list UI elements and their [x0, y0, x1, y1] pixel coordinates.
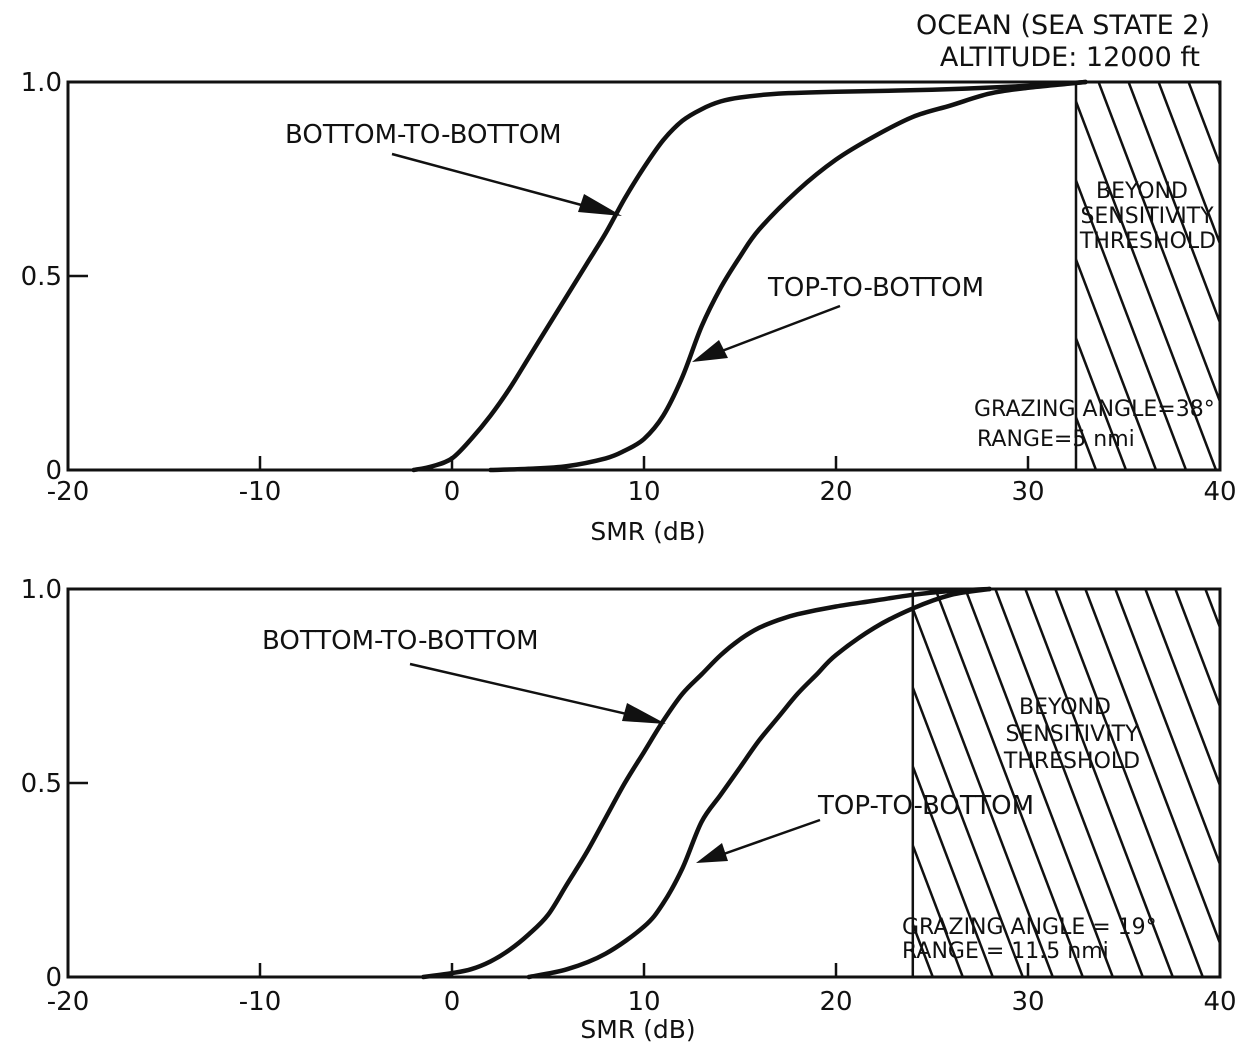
bottom-range: RANGE = 11.5 nmi: [902, 939, 1109, 964]
top-x-tick-label: -20: [47, 477, 89, 507]
top-hatched-region: [1076, 82, 1220, 470]
top-bottom-to-bottom-label: BOTTOM-TO-BOTTOM: [285, 120, 562, 150]
top-hatch-line: [1097, 82, 1220, 406]
bottom-top-to-bottom-arrow-shaft: [717, 818, 821, 858]
top-x-tick-label: 10: [627, 477, 660, 507]
top-region-label-1: BEYOND: [1096, 179, 1188, 204]
top-hatch-line: [1157, 82, 1220, 248]
top-y-tick-label: 0.5: [21, 262, 62, 292]
top-bottom-to-bottom-arrow-shaft: [391, 152, 601, 212]
bottom-hatch-line: [994, 589, 1144, 977]
bottom-hatch-line: [912, 841, 964, 977]
top-hatch-line: [1076, 98, 1218, 470]
top-hatch-line: [1076, 255, 1158, 470]
bottom-curves: [68, 586, 1220, 980]
top-x-tick-label: -10: [239, 477, 281, 507]
top-grazing-angle: GRAZING ANGLE=38°: [974, 397, 1215, 422]
bottom-y-tick-label: 0.5: [21, 769, 62, 799]
top-panel: -20 -10 0 10 20 30 40 0 0.5 1.0 SMR (dB) BOTTOM-T…: [21, 68, 1237, 546]
top-bottom-to-bottom-arrowhead: [578, 194, 622, 216]
bottom-panel: -20 -10 0 10 20 30 40 0 0.5 1.0 SMR (dB) BOTTOM-T…: [21, 575, 1239, 1044]
bottom-hatch-line: [725, 589, 872, 977]
top-hatch-line: [1127, 82, 1220, 327]
bottom-y-tick-label: 1.0: [21, 575, 62, 605]
top-y-tick-label: 0: [45, 456, 62, 486]
bottom-y-tick-label: 0: [45, 963, 62, 993]
top-region-label-2: SENSITIVITY: [1080, 204, 1214, 229]
top-x-tick-label: 30: [1011, 477, 1044, 507]
bottom-hatch-line: [1235, 589, 1239, 977]
bottom-hatch-line: [912, 762, 994, 977]
bottom-hatch-line: [1054, 589, 1204, 977]
header-line-1: OCEAN (SEA STATE 2): [916, 10, 1210, 41]
bottom-hatch-line: [755, 589, 902, 977]
top-curves: [68, 79, 1220, 473]
bottom-x-tick-label: 30: [1011, 987, 1044, 1017]
bottom-x-tick-label: -20: [47, 987, 89, 1017]
top-x-axis-label: SMR (dB): [590, 517, 705, 546]
top-range: RANGE=5 nmi: [977, 427, 1135, 452]
bottom-x-axis-label: SMR (dB): [580, 1015, 695, 1044]
top-y-tick-label: 1.0: [21, 68, 62, 98]
bottom-bottom-to-bottom-arrow-shaft: [409, 662, 645, 720]
top-region-label-3: THRESHOLD: [1079, 229, 1216, 254]
bottom-hatch-line: [1114, 589, 1220, 868]
top-x-tick-label: 20: [819, 477, 852, 507]
header-line-2: ALTITUDE: 12000 ft: [940, 42, 1200, 73]
bottom-region-label-2: SENSITIVITY: [1005, 722, 1139, 747]
bottom-grazing-angle: GRAZING ANGLE = 19°: [902, 915, 1157, 940]
top-hatch-line: [1217, 82, 1220, 90]
bottom-region-label-3: THRESHOLD: [1003, 749, 1140, 774]
top-top-to-bottom-label: TOP-TO-BOTTOM: [767, 273, 984, 303]
bottom-x-tick-label: 0: [444, 987, 461, 1017]
top-hatch-line: [1187, 82, 1220, 169]
bottom-top-to-bottom-arrowhead: [696, 843, 728, 863]
bottom-top-to-bottom-label: TOP-TO-BOTTOM: [817, 791, 1034, 821]
top-hatch-line: [1076, 177, 1188, 470]
bottom-curve-bottom-to-bottom: [420, 586, 992, 980]
bottom-hatch-line: [934, 589, 1084, 977]
top-x-tick-label: 40: [1203, 477, 1236, 507]
bottom-hatched-region: [725, 589, 1239, 977]
bottom-x-tick-label: 10: [627, 987, 660, 1017]
bottom-x-tick-label: 40: [1203, 987, 1236, 1017]
bottom-axis-ticks: -20 -10 0 10 20 30 40 0 0.5 1.0: [21, 575, 1237, 1017]
bottom-bottom-to-bottom-label: BOTTOM-TO-BOTTOM: [262, 626, 539, 656]
bottom-hatch-line: [1024, 589, 1174, 977]
top-hatch-line: [1076, 334, 1128, 470]
top-curve-bottom-to-bottom: [411, 79, 1088, 473]
bottom-curve-top-to-bottom: [526, 586, 992, 980]
bottom-hatch-line: [964, 589, 1114, 977]
bottom-region-label-1: BEYOND: [1019, 695, 1111, 720]
bottom-bottom-to-bottom-arrowhead: [622, 703, 666, 724]
bottom-hatch-line: [1084, 589, 1220, 947]
top-top-to-bottom-arrow-shaft: [713, 304, 841, 356]
top-curve-top-to-bottom: [488, 79, 1088, 473]
bottom-hatch-line: [1174, 589, 1220, 710]
bottom-x-tick-label: 20: [819, 987, 852, 1017]
top-axis-ticks: -20 -10 0 10 20 30 40 0 0.5 1.0: [21, 68, 1237, 507]
bottom-hatch-line: [912, 684, 1024, 977]
top-x-tick-label: 0: [444, 477, 461, 507]
top-top-to-bottom-arrowhead: [692, 340, 728, 362]
bottom-x-tick-label: -10: [239, 987, 281, 1017]
bottom-hatch-line: [912, 605, 1054, 977]
